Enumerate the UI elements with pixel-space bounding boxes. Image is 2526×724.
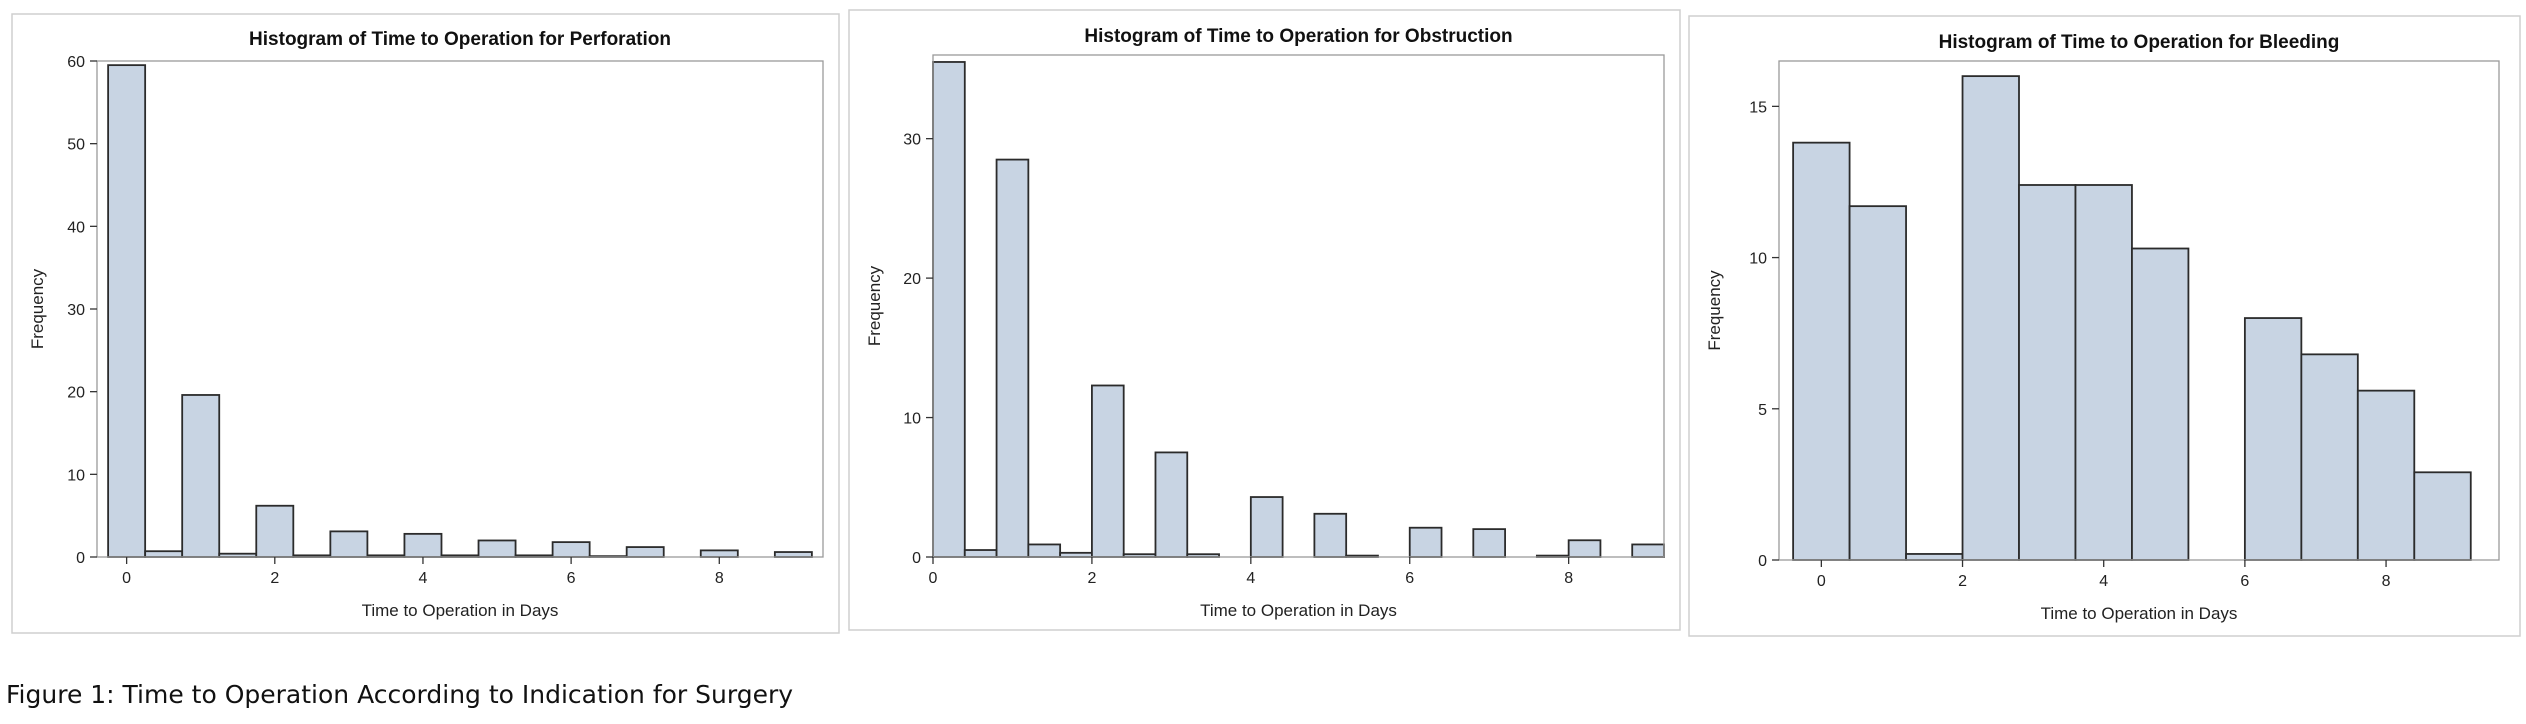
histogram-bar <box>995 158 1030 558</box>
figure-caption: Figure 1: Time to Operation According to… <box>6 680 794 709</box>
histogram-bar <box>181 394 221 558</box>
y-tick-label: 40 <box>67 219 85 236</box>
x-tick-label: 8 <box>1564 570 1573 587</box>
histogram-bar <box>2018 184 2077 561</box>
histogram-bar <box>1567 539 1602 558</box>
histogram-bar <box>255 504 295 558</box>
histogram-bar <box>1408 526 1443 558</box>
chart-title: Histogram of Time to Operation for Bleed… <box>1939 32 2340 53</box>
histogram-bar <box>2131 247 2190 561</box>
histogram-bar <box>1249 496 1284 558</box>
x-tick-label: 0 <box>929 570 938 587</box>
histogram-bar <box>1848 205 1907 561</box>
histogram-bar <box>2356 389 2416 561</box>
histogram-bar <box>1631 543 1665 558</box>
plot-area-frame <box>932 54 1665 558</box>
chart-title: Histogram of Time to Operation for Obstr… <box>1084 26 1512 47</box>
histogram-bar <box>551 541 591 558</box>
x-tick-label: 8 <box>715 570 724 587</box>
y-axis-label: Frequency <box>1705 270 1724 351</box>
histogram-bar <box>773 551 813 558</box>
histogram-bar <box>477 539 517 558</box>
y-tick-label: 0 <box>1758 553 1767 570</box>
histogram-bar <box>1961 75 2020 561</box>
x-axis-label: Time to Operation in Days <box>1200 601 1397 620</box>
y-tick-label: 10 <box>1749 251 1767 268</box>
chart-panel-3: Histogram of Time to Operation for Bleed… <box>1688 15 2521 637</box>
histogram-bar <box>1792 141 1851 561</box>
histogram-bar <box>144 550 184 558</box>
histogram-bar <box>1905 553 1964 561</box>
chart-panel-2: Histogram of Time to Operation for Obstr… <box>848 9 1681 631</box>
x-tick-label: 6 <box>1405 570 1414 587</box>
panel-frame <box>11 13 840 634</box>
y-tick-label: 20 <box>903 271 921 288</box>
histogram-bar <box>403 532 443 558</box>
histogram-bar <box>2074 184 2133 561</box>
x-axis-label: Time to Operation in Days <box>2041 604 2238 623</box>
histogram-bar <box>1313 512 1348 558</box>
x-tick-label: 4 <box>2099 573 2108 590</box>
histogram-bar <box>625 546 665 558</box>
x-tick-label: 2 <box>1087 570 1096 587</box>
y-tick-label: 10 <box>903 411 921 428</box>
chart-title: Histogram of Time to Operation for Perfo… <box>249 29 671 50</box>
y-tick-label: 5 <box>1758 402 1767 419</box>
plot-area-frame <box>1778 60 2500 561</box>
y-tick-label: 0 <box>912 550 921 567</box>
histogram-bar <box>1091 384 1125 558</box>
x-tick-label: 6 <box>567 570 576 587</box>
histogram-bar <box>2413 471 2472 561</box>
histogram-panels: Histogram of Time to Operation for Perfo… <box>11 9 2521 637</box>
x-tick-label: 4 <box>1246 570 1255 587</box>
histogram-bar <box>2300 353 2359 561</box>
y-tick-label: 15 <box>1749 99 1767 116</box>
y-tick-label: 10 <box>67 467 85 484</box>
x-tick-label: 4 <box>419 570 428 587</box>
y-tick-label: 20 <box>67 385 85 402</box>
x-tick-label: 6 <box>2240 573 2249 590</box>
histogram-bar <box>932 61 966 558</box>
x-tick-label: 2 <box>1958 573 1967 590</box>
x-tick-label: 0 <box>122 570 131 587</box>
chart-panel-1: Histogram of Time to Operation for Perfo… <box>11 13 840 634</box>
x-axis-label: Time to Operation in Days <box>362 601 559 620</box>
histogram-bar <box>1154 451 1189 558</box>
y-tick-label: 50 <box>67 137 85 154</box>
y-axis-label: Frequency <box>865 265 884 346</box>
y-tick-label: 60 <box>67 54 85 71</box>
histogram-bar <box>1027 543 1062 558</box>
x-tick-label: 8 <box>2382 573 2391 590</box>
x-tick-label: 2 <box>270 570 279 587</box>
y-tick-label: 30 <box>903 132 921 149</box>
y-axis-label: Frequency <box>28 268 47 349</box>
histogram-bar <box>107 64 147 558</box>
y-tick-label: 0 <box>76 550 85 567</box>
histogram-bar <box>1472 528 1506 558</box>
x-tick-label: 0 <box>1817 573 1826 590</box>
histogram-bar <box>699 549 739 558</box>
histogram-bar <box>329 530 369 558</box>
histogram-bar <box>2243 317 2303 561</box>
y-tick-label: 30 <box>67 302 85 319</box>
histogram-bar <box>963 549 998 558</box>
